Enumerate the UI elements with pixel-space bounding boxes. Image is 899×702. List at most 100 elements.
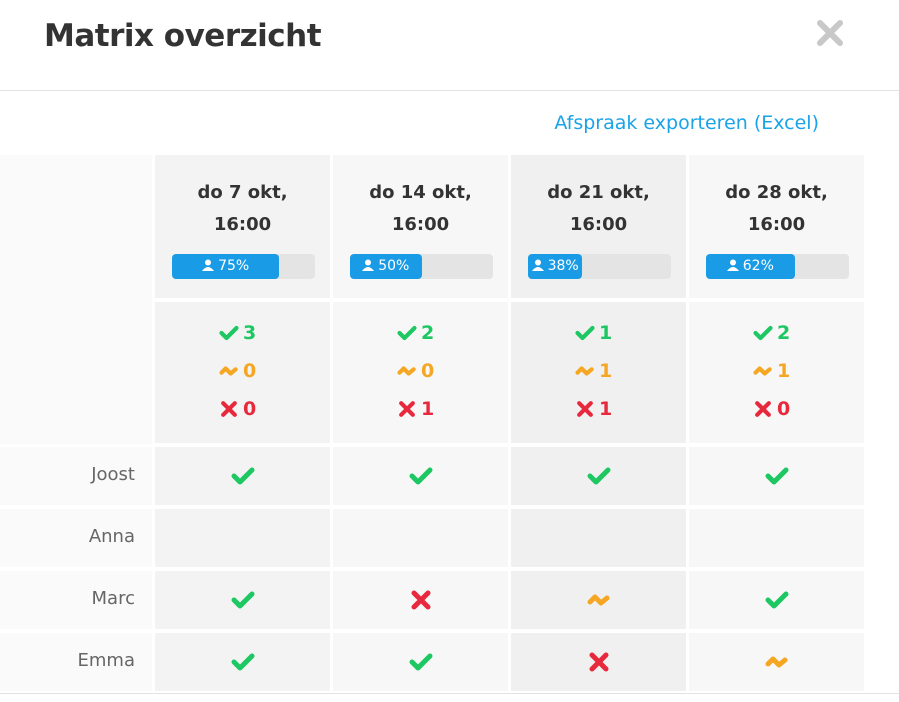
response-cell xyxy=(511,571,686,629)
attendance-percent: 75% xyxy=(218,258,250,274)
response-cell xyxy=(155,571,330,629)
name-cell xyxy=(0,633,152,691)
time: 16:00 xyxy=(391,214,450,235)
count-cell: 1 1 1 xyxy=(511,302,686,443)
yes-icon xyxy=(409,653,433,671)
maybe-count: 1 xyxy=(753,360,790,382)
yes-icon xyxy=(753,325,773,341)
count-value: 2 xyxy=(421,322,435,344)
count-value: 1 xyxy=(421,398,435,420)
person-name: Emma xyxy=(77,650,135,671)
yes-icon xyxy=(219,325,239,341)
yes-icon xyxy=(587,467,611,485)
response xyxy=(409,588,433,612)
column-header: do 14 okt, 16:00 50% xyxy=(333,155,508,298)
attendance-fill xyxy=(350,254,422,279)
person-icon xyxy=(362,259,375,271)
response-cell xyxy=(333,509,508,567)
person-name: Anna xyxy=(88,526,135,547)
yes-icon xyxy=(765,467,789,485)
no-icon xyxy=(577,401,593,417)
date: do 7 okt, xyxy=(197,182,288,203)
response xyxy=(409,650,433,674)
response-cell xyxy=(689,633,864,691)
close-button[interactable] xyxy=(815,18,845,48)
count-value: 2 xyxy=(777,322,791,344)
response xyxy=(765,464,789,488)
time: 16:00 xyxy=(747,214,806,235)
attendance-label: 38% xyxy=(528,254,582,279)
divider xyxy=(0,693,899,694)
yes-icon xyxy=(231,591,255,609)
count-value: 0 xyxy=(777,398,791,420)
yes-icon xyxy=(409,467,433,485)
response-cell xyxy=(333,447,508,505)
response-cell xyxy=(155,509,330,567)
no-icon xyxy=(411,590,431,610)
maybe-icon xyxy=(587,594,610,606)
attendance-bar: 62% xyxy=(706,254,849,279)
count-value: 0 xyxy=(243,360,257,382)
person-icon xyxy=(726,259,739,271)
attendance-fill xyxy=(706,254,795,279)
count-value: 1 xyxy=(599,398,613,420)
response xyxy=(231,650,255,674)
response-cell xyxy=(511,447,686,505)
response-cell xyxy=(689,571,864,629)
attendance-bar: 50% xyxy=(350,254,493,279)
divider xyxy=(0,90,899,91)
no-count: 0 xyxy=(753,398,790,420)
count-cell: 2 1 0 xyxy=(689,302,864,443)
attendance-label: 50% xyxy=(350,254,422,279)
person-name: Joost xyxy=(91,464,135,485)
count-value: 0 xyxy=(421,360,435,382)
yes-count: 3 xyxy=(219,322,256,344)
attendance-percent: 38% xyxy=(547,258,579,274)
yes-count: 2 xyxy=(753,322,790,344)
response xyxy=(587,588,611,612)
count-value: 3 xyxy=(243,322,257,344)
attendance-bar: 38% xyxy=(528,254,671,279)
maybe-icon xyxy=(219,366,238,376)
yes-count: 2 xyxy=(397,322,434,344)
response xyxy=(231,588,255,612)
yes-icon xyxy=(231,653,255,671)
no-count: 0 xyxy=(219,398,256,420)
maybe-icon xyxy=(765,656,788,668)
person-icon xyxy=(531,259,544,271)
response-cell xyxy=(333,571,508,629)
count-cell: 3 0 0 xyxy=(155,302,330,443)
attendance-percent: 50% xyxy=(378,258,410,274)
name-cell xyxy=(0,447,152,505)
count-value: 0 xyxy=(243,398,257,420)
column-header: do 28 okt, 16:00 62% xyxy=(689,155,864,298)
response-cell xyxy=(333,633,508,691)
export-link[interactable]: Afspraak exporteren (Excel) xyxy=(554,112,819,134)
yes-icon xyxy=(231,467,255,485)
response-cell xyxy=(511,633,686,691)
response-cell xyxy=(689,447,864,505)
attendance-fill xyxy=(528,254,583,279)
count-cell: 2 0 1 xyxy=(333,302,508,443)
attendance-percent: 62% xyxy=(742,258,774,274)
maybe-icon xyxy=(753,366,772,376)
person-name: Marc xyxy=(91,588,135,609)
no-icon xyxy=(399,401,415,417)
name-cell xyxy=(0,571,152,629)
maybe-icon xyxy=(575,366,594,376)
response xyxy=(765,650,789,674)
attendance-fill xyxy=(172,254,280,279)
no-count: 1 xyxy=(575,398,612,420)
response xyxy=(765,588,789,612)
response xyxy=(587,650,611,674)
maybe-count: 0 xyxy=(397,360,434,382)
no-icon xyxy=(589,652,609,672)
response xyxy=(231,464,255,488)
person-icon xyxy=(202,259,215,271)
column-header: do 21 okt, 16:00 38% xyxy=(511,155,686,298)
yes-count: 1 xyxy=(575,322,612,344)
response xyxy=(409,464,433,488)
no-count: 1 xyxy=(397,398,434,420)
